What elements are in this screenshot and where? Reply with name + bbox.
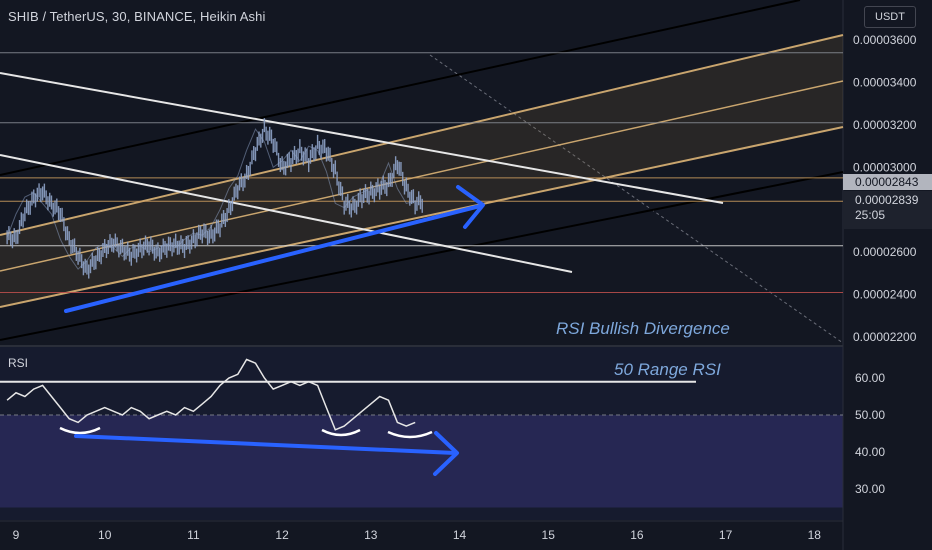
trendline-descending-upper <box>0 72 724 204</box>
channel-gold-lower <box>0 126 844 308</box>
rsi-axis-tick: 30.00 <box>855 482 885 496</box>
time-axis-tick: 13 <box>364 528 378 542</box>
rsi-axis-tick: 60.00 <box>855 371 885 385</box>
price-axis-tick: 0.00002400 <box>853 288 917 302</box>
rsi-low-arc-2 <box>321 428 361 437</box>
time-axis-tick: 10 <box>98 528 112 542</box>
channel-black-upper <box>0 0 801 176</box>
bullish-arrow <box>64 204 482 313</box>
price-axis-tick: 0.00003000 <box>853 160 917 174</box>
time-axis-tick: 17 <box>719 528 733 542</box>
current-price-tag: 0.00002839 25:05 <box>843 191 932 229</box>
rsi-band <box>0 415 843 508</box>
rsi-low-arc-3 <box>387 430 433 439</box>
range-annotation: 50 Range RSI <box>614 360 721 379</box>
rsi-axis-tick: 40.00 <box>855 445 885 459</box>
divergence-annotation: RSI Bullish Divergence <box>556 319 730 338</box>
rsi-axis-tick: 50.00 <box>855 408 885 422</box>
rsi-line <box>6 358 416 431</box>
time-axis-tick: 16 <box>630 528 644 542</box>
price-axis-tick: 0.00003200 <box>853 118 917 132</box>
rsi-pane-label: RSI <box>8 356 29 370</box>
price-series-line <box>6 128 416 270</box>
trendline-descending-lower <box>0 154 573 273</box>
current-price-value: 0.00002839 <box>855 193 919 207</box>
price-axis-tick: 0.00002600 <box>853 245 917 259</box>
price-axis-tick: 0.00002200 <box>853 330 917 344</box>
currency-selector[interactable]: USDT <box>864 6 916 28</box>
channel-gold-fill <box>0 35 843 307</box>
bar-countdown: 25:05 <box>855 208 886 222</box>
chart-title: SHIB / TetherUS, 30, BINANCE, Heikin Ash… <box>8 9 266 24</box>
bullish-arrowhead <box>456 185 485 229</box>
highlight-price-tag: 0.00002843 <box>843 174 932 190</box>
time-axis-tick: 9 <box>13 528 20 542</box>
time-axis-tick: 18 <box>808 528 822 542</box>
price-axis-tick: 0.00003400 <box>853 75 917 89</box>
time-axis-tick: 12 <box>275 528 289 542</box>
time-axis-tick: 11 <box>187 528 200 542</box>
rsi-divergence-arrow <box>74 434 457 455</box>
price-axis-tick: 0.00003600 <box>853 33 917 47</box>
rsi-low-arc-1 <box>59 426 101 435</box>
rsi-divergence-arrowhead <box>433 431 459 476</box>
time-axis-tick: 15 <box>542 528 556 542</box>
time-axis-tick: 14 <box>453 528 467 542</box>
